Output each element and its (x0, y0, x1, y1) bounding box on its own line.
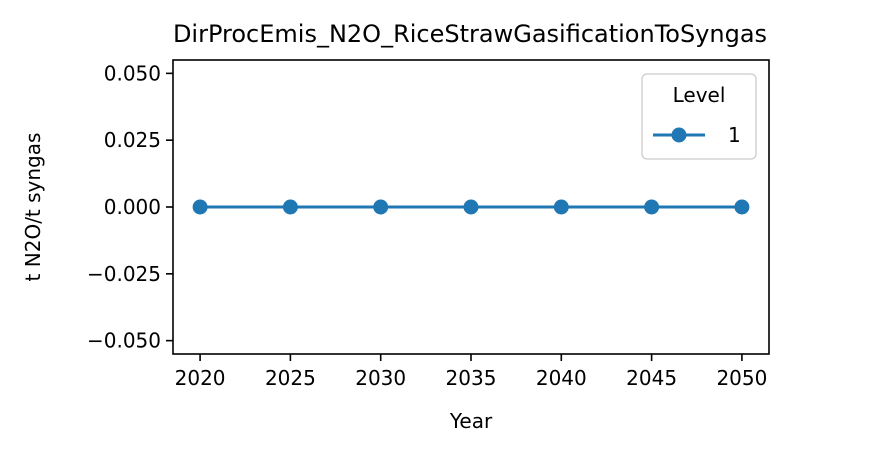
x-axis: 2020 2025 2030 2035 2040 2045 2050 (175, 354, 767, 390)
y-tick-label: 0.000 (104, 195, 161, 219)
y-tick-label: 0.025 (104, 128, 161, 152)
data-point (644, 199, 660, 215)
x-axis-label: Year (449, 409, 493, 433)
x-tick-label: 2025 (265, 366, 316, 390)
x-tick-label: 2040 (536, 366, 587, 390)
x-tick-label: 2035 (446, 366, 497, 390)
data-point (734, 199, 750, 215)
y-tick-label: −0.050 (87, 329, 161, 353)
data-point (192, 199, 208, 215)
y-tick-label: −0.025 (87, 262, 161, 286)
legend: Level 1 (641, 73, 757, 160)
data-point (373, 199, 389, 215)
legend-title: Level (673, 83, 726, 107)
y-tick-label: 0.050 (104, 61, 161, 85)
x-tick-label: 2030 (355, 366, 406, 390)
x-tick-label: 2045 (626, 366, 677, 390)
y-axis: 0.050 0.025 0.000 −0.025 −0.050 (87, 61, 173, 353)
y-axis-label: t N2O/t syngas (21, 133, 45, 282)
x-tick-label: 2020 (175, 366, 226, 390)
series-layer (192, 199, 750, 215)
data-point (463, 199, 479, 215)
legend-frame (641, 73, 757, 160)
x-tick-label: 2050 (716, 366, 767, 390)
legend-entry-label: 1 (728, 123, 741, 147)
chart-title: DirProcEmis_N2O_RiceStrawGasificationToS… (173, 20, 767, 48)
data-point (282, 199, 298, 215)
data-point (553, 199, 569, 215)
legend-swatch-marker (671, 127, 687, 143)
